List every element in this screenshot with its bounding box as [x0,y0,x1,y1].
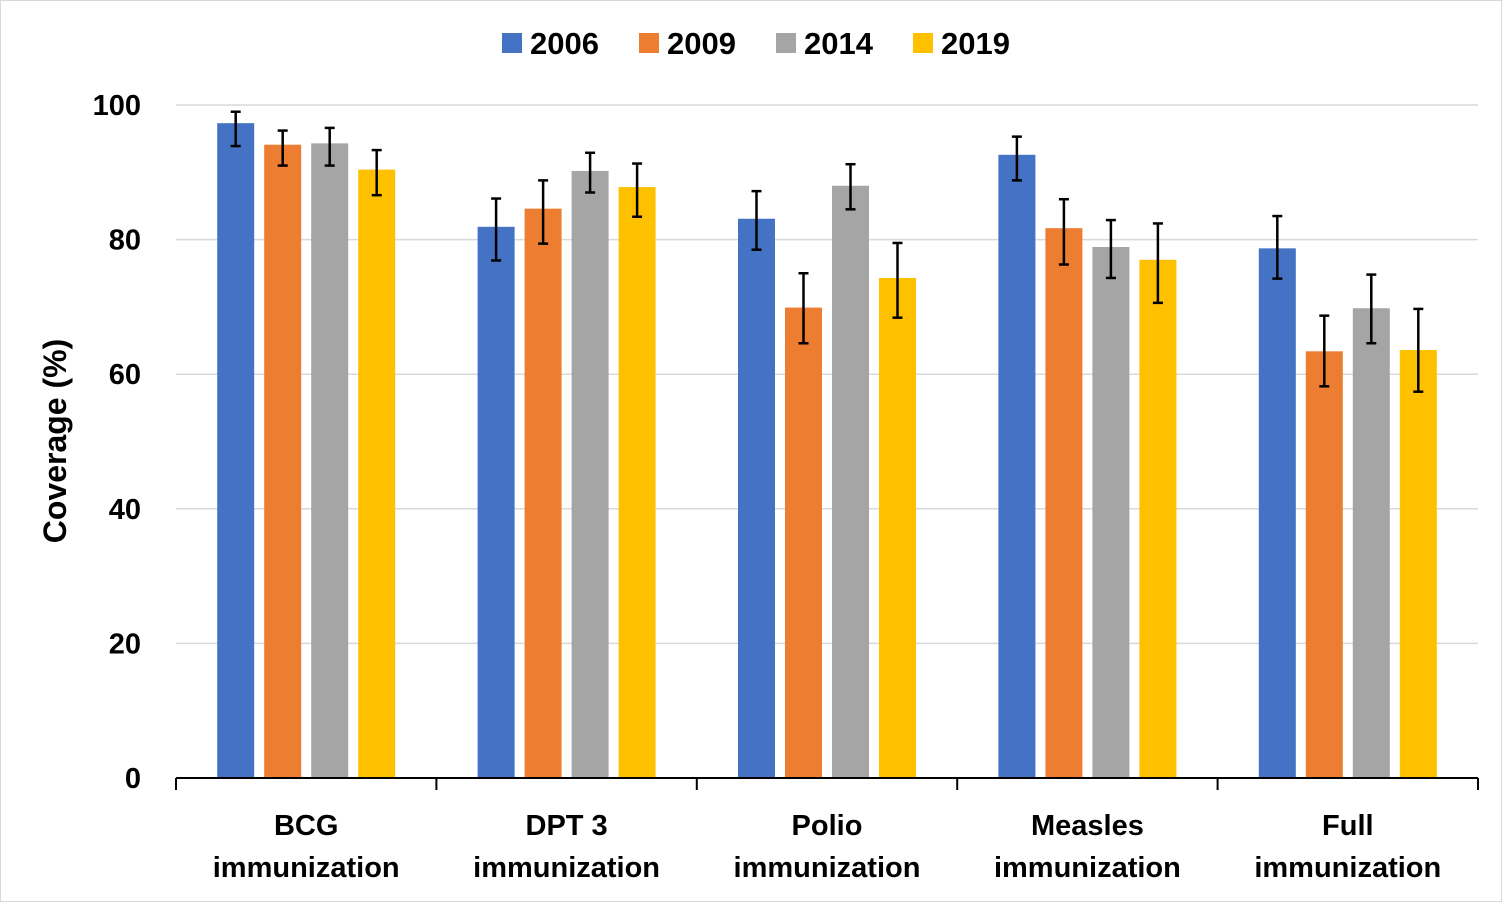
x-category-label-0: BCG immunization [213,810,400,884]
bar-2006-1 [477,226,515,779]
error-bar-2019-2 [892,241,903,319]
legend-swatch-2019 [913,33,933,53]
bar-2006-4 [1258,248,1296,778]
x-axis-category-labels: BCG immunization DPT 3 immunization Polio imm… [213,810,1441,884]
bars [217,123,1437,779]
error-bar-2014-1 [585,151,596,194]
error-bar-2006-0 [230,110,241,148]
y-axis-tick-labels: 0 20 40 60 80 100 [93,90,141,795]
bar-2014-2 [832,185,869,778]
bar-2009-4 [1305,351,1343,778]
bar-2006-0 [217,123,255,778]
y-tick-label-40: 40 [109,494,141,526]
bar-2006-2 [738,218,775,778]
y-tick-label-80: 80 [109,225,141,257]
error-bar-2014-3 [1105,218,1116,280]
bar-2014-1 [571,170,609,779]
legend: 2006 2009 2014 2019 [502,26,1010,61]
bar-2006-3 [998,154,1036,778]
error-bar-2009-4 [1319,314,1330,388]
error-bar-2019-3 [1152,222,1163,305]
legend-item-2009: 2009 [639,26,736,61]
x-category-label-2: Polio immunization [734,810,921,884]
bar-2009-2 [785,307,822,778]
bar-2009-0 [264,144,302,778]
bar-2009-3 [1045,228,1083,778]
error-bar-2019-4 [1413,307,1424,393]
bar-2014-4 [1352,308,1390,778]
bar-2019-1 [618,187,656,778]
error-bar-2006-4 [1272,214,1283,280]
error-bar-2019-1 [632,162,643,218]
legend-item-2006: 2006 [502,26,599,61]
y-axis-title: Coverage (%) [37,339,73,544]
error-bar-2014-2 [845,162,856,211]
bar-2019-4 [1399,349,1437,778]
x-category-label-4: Full immunization [1254,810,1441,884]
legend-swatch-2006 [502,33,522,53]
legend-label-2014: 2014 [804,26,874,61]
error-bar-2014-0 [324,126,335,167]
error-bar-2006-3 [1011,135,1022,182]
x-category-label-3: Measles immunization [994,810,1181,884]
legend-label-2019: 2019 [941,26,1010,61]
bar-2019-0 [358,169,396,778]
y-tick-label-100: 100 [93,90,141,122]
legend-swatch-2014 [776,33,796,53]
legend-label-2006: 2006 [530,26,599,61]
bar-2014-3 [1092,247,1130,779]
bar-2019-2 [879,277,916,778]
y-tick-label-20: 20 [109,628,141,660]
error-bar-2006-1 [491,197,502,262]
y-tick-label-60: 60 [109,359,141,391]
error-bars [230,110,1424,393]
error-bar-2014-4 [1366,273,1377,345]
y-tick-label-0: 0 [125,763,141,795]
error-bar-2009-2 [798,272,809,345]
error-bar-2009-1 [538,179,549,245]
error-bar-2009-0 [277,129,288,167]
error-bar-2009-3 [1058,197,1069,266]
x-axis [175,777,1479,790]
error-bar-2006-2 [751,189,762,251]
legend-label-2009: 2009 [667,26,736,61]
bar-2009-1 [524,208,562,779]
error-bar-2019-0 [371,148,382,197]
bar-2019-3 [1139,259,1177,778]
legend-swatch-2009 [639,33,659,53]
bar-2014-0 [311,143,349,779]
legend-item-2019: 2019 [913,26,1010,61]
legend-item-2014: 2014 [776,26,874,61]
x-category-label-1: DPT 3 immunization [473,810,660,884]
